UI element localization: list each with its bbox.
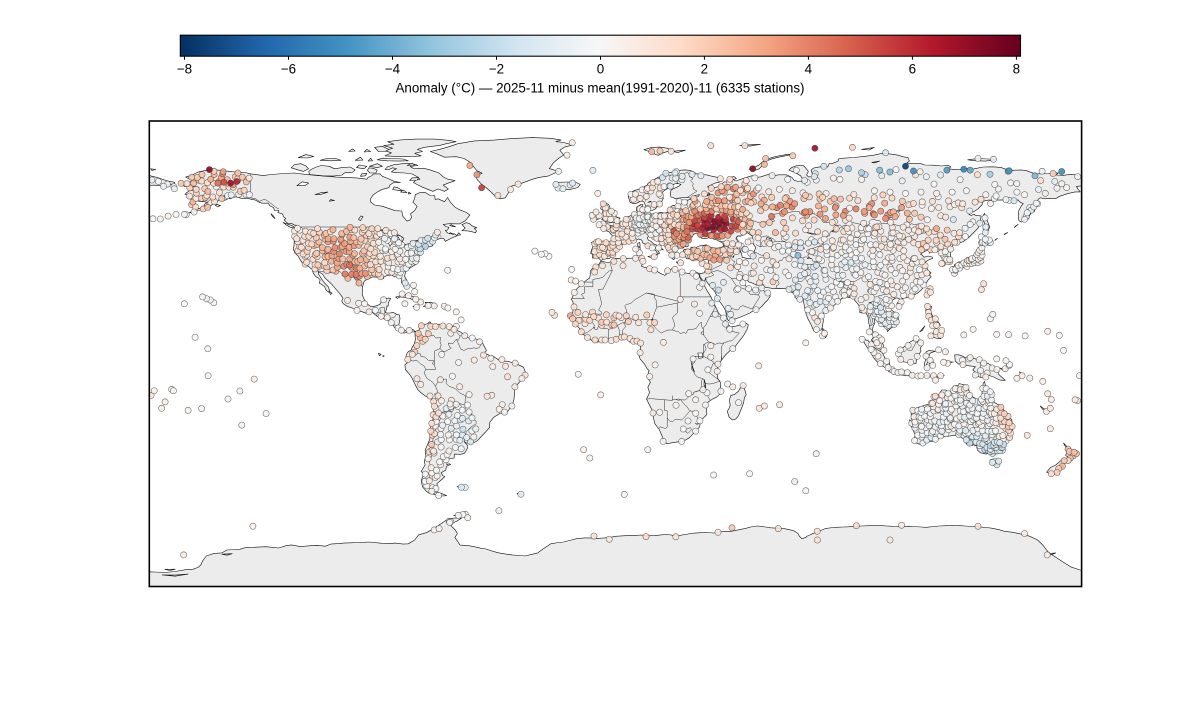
svg-text:4: 4 (805, 62, 813, 77)
svg-text:Anomaly (°C) — 2025-11 minus m: Anomaly (°C) — 2025-11 minus mean(1991-2… (395, 80, 804, 95)
svg-text:2: 2 (701, 62, 708, 77)
svg-text:8: 8 (1013, 62, 1020, 77)
svg-text:−2: −2 (489, 62, 504, 77)
svg-text:−6: −6 (281, 62, 296, 77)
svg-text:−4: −4 (385, 62, 401, 77)
svg-text:0: 0 (597, 62, 604, 77)
svg-text:6: 6 (909, 62, 916, 77)
svg-text:−8: −8 (177, 62, 192, 77)
